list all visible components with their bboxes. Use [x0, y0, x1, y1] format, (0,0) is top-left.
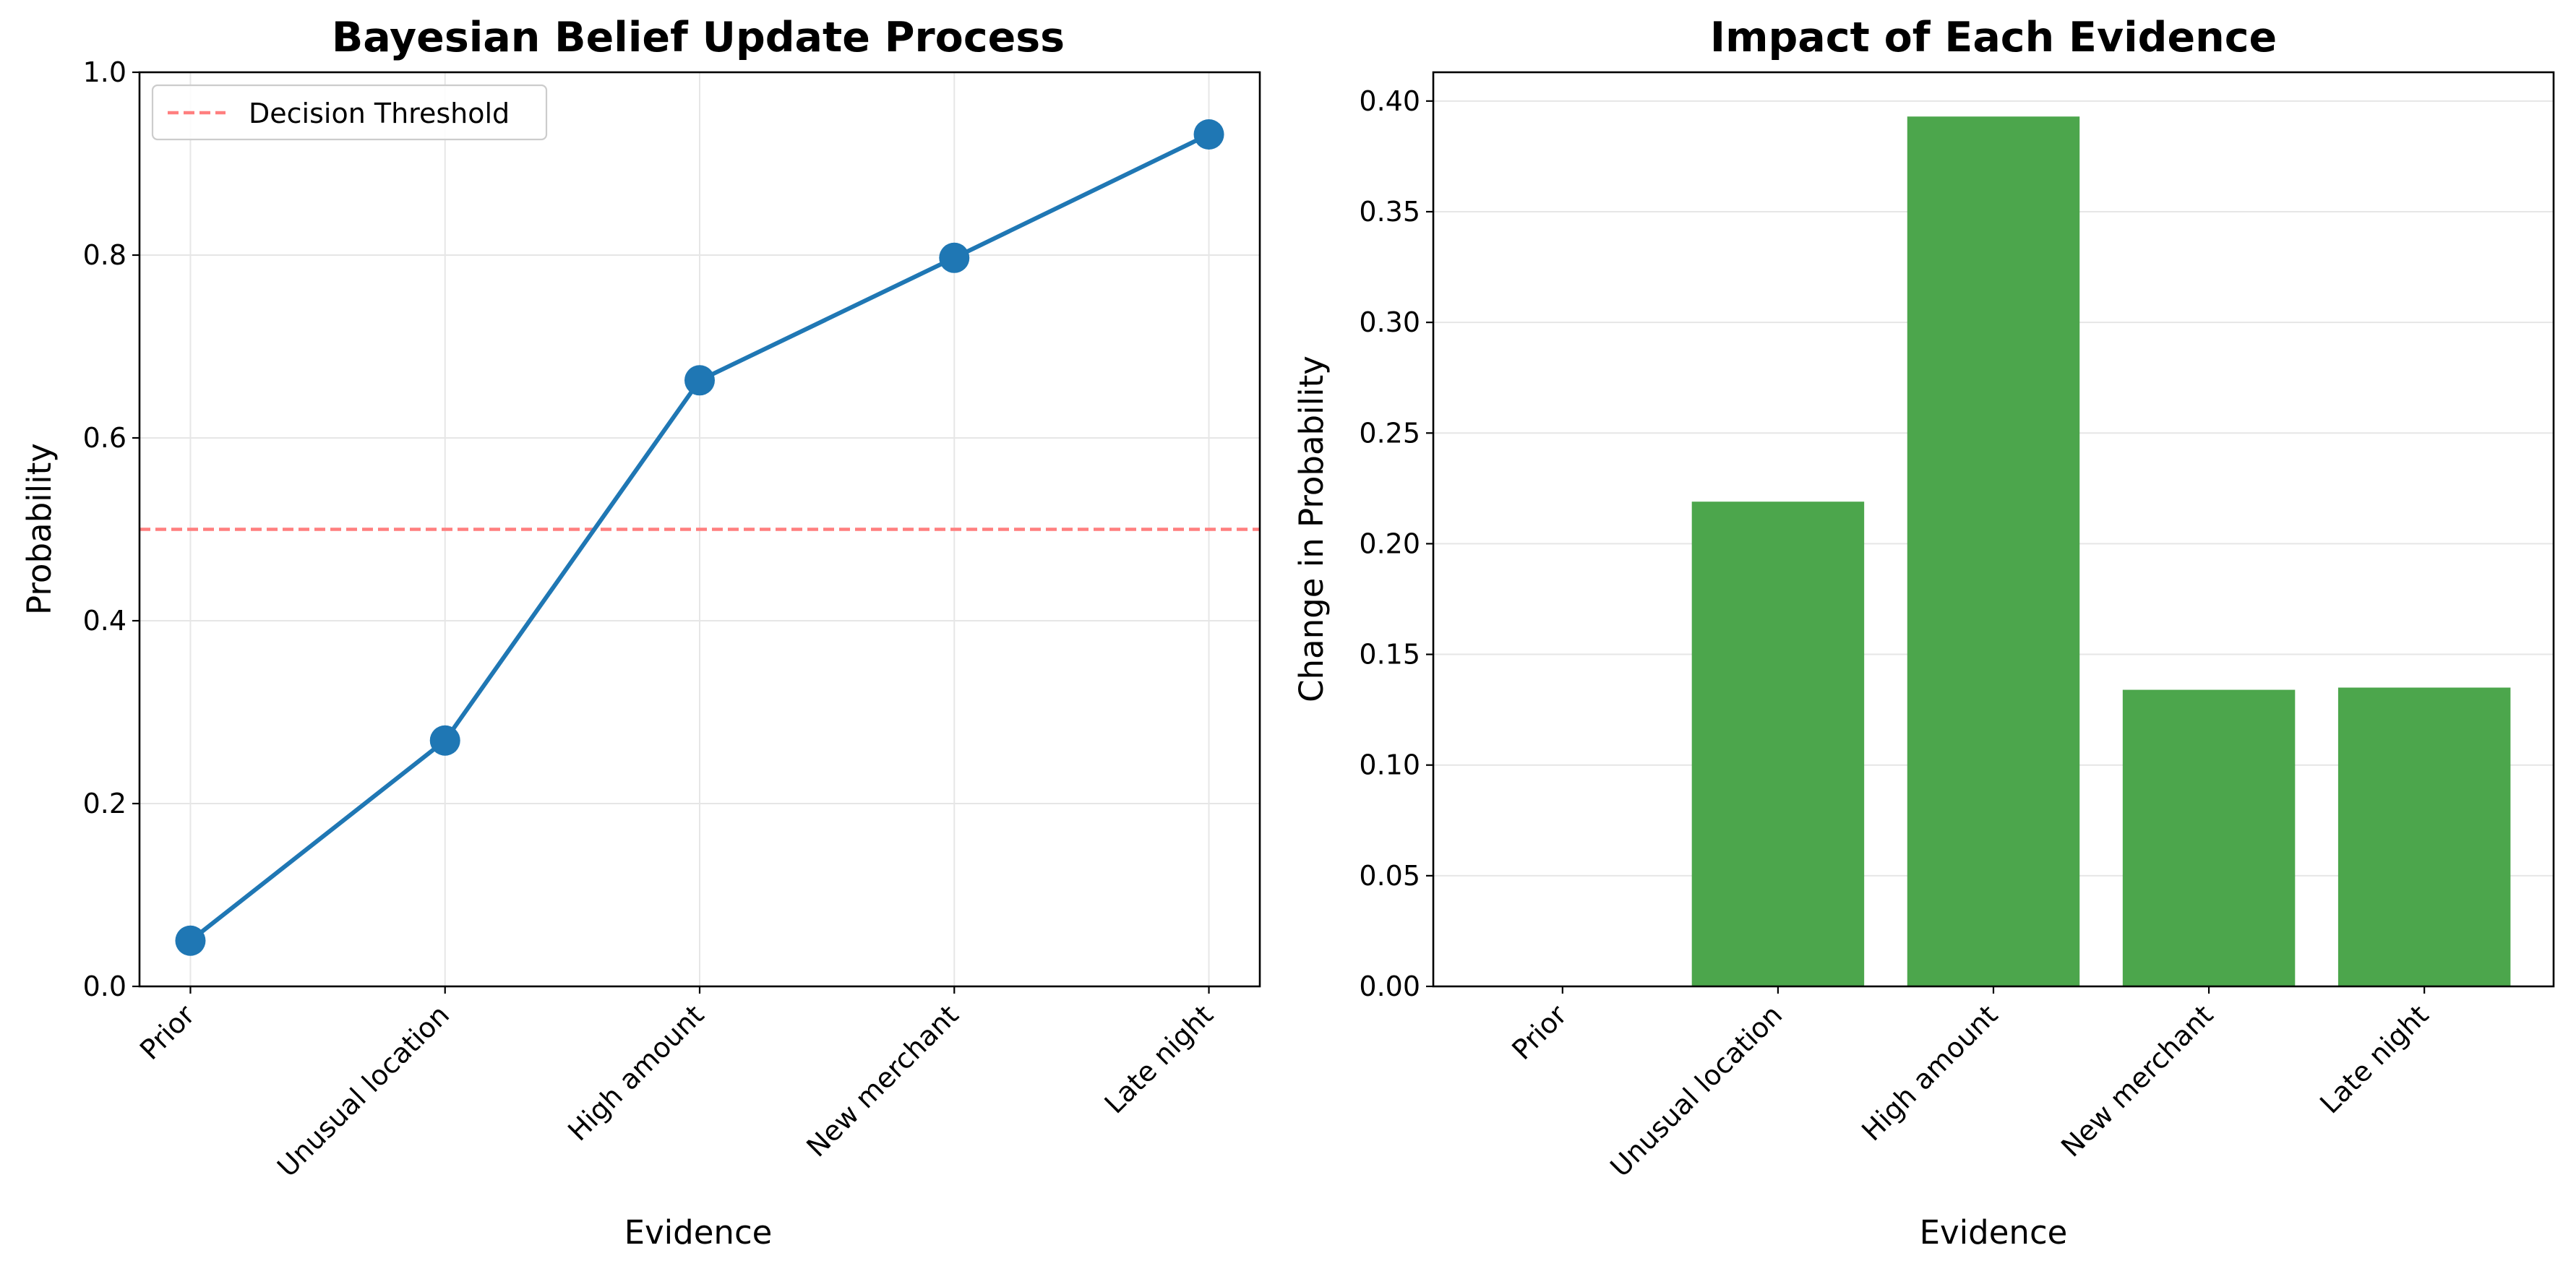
belief-update-xlabel: Evidence — [624, 1213, 773, 1252]
impact-bar-late-night — [2337, 687, 2511, 986]
belief-update-title: Bayesian Belief Update Process — [332, 14, 1065, 61]
belief-update-y-tick-label: 0.8 — [83, 239, 126, 271]
belief-update-y-tick-label: 0.6 — [83, 422, 126, 454]
belief-update-ylabel: Probability — [20, 443, 59, 615]
impact-bar-new-merchant — [2122, 689, 2296, 986]
evidence-impact-y-tick-label: 0.20 — [1359, 528, 1420, 559]
legend-box — [151, 84, 548, 141]
evidence-impact-y-tick-label: 0.25 — [1359, 417, 1420, 449]
belief-update-y-tick-label: 0.4 — [83, 605, 126, 637]
impact-bar-high-amount — [1907, 116, 2080, 987]
evidence-impact-y-tick-label: 0.40 — [1359, 85, 1420, 117]
belief-point-prior — [175, 925, 206, 956]
belief-point-unusual-location — [429, 725, 460, 756]
evidence-impact-y-tick-label: 0.05 — [1359, 860, 1420, 892]
evidence-impact-xlabel: Evidence — [1920, 1213, 2068, 1252]
evidence-impact-y-tick-label: 0.15 — [1359, 639, 1420, 671]
belief-update-y-tick-label: 1.0 — [83, 56, 126, 88]
evidence-impact-title: Impact of Each Evidence — [1710, 14, 2277, 61]
belief-point-late-night — [1193, 119, 1224, 150]
evidence-impact-ylabel: Change in Probability — [1292, 356, 1331, 702]
belief-update-y-tick-label: 0.2 — [83, 788, 126, 819]
legend-label-decision-threshold: Decision Threshold — [249, 98, 510, 129]
evidence-impact-y-tick-label: 0.10 — [1359, 749, 1420, 781]
belief-point-new-merchant — [939, 242, 970, 273]
evidence-impact-y-tick-label: 0.00 — [1359, 970, 1420, 1002]
impact-bar-unusual-location — [1691, 502, 1865, 986]
belief-update-y-tick-label: 0.0 — [83, 970, 126, 1002]
belief-point-high-amount — [684, 365, 715, 396]
evidence-impact-y-tick-label: 0.35 — [1359, 196, 1420, 228]
legend: Decision Threshold — [151, 84, 548, 141]
evidence-impact-y-tick-label: 0.30 — [1359, 306, 1420, 338]
